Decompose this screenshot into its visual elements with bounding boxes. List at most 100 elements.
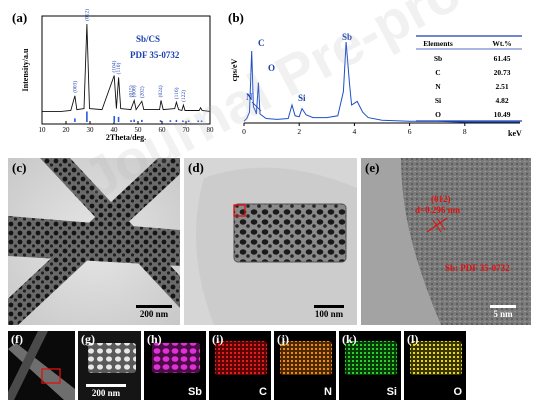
eds-map-sb [144, 331, 206, 400]
xrd-peak-label: (202) [138, 86, 145, 98]
tem-image-tube [184, 158, 357, 325]
panel-f-selection-box [41, 368, 61, 384]
eds-x-tick-label: 6 [408, 127, 412, 136]
panel-e-scalebar: 5 nm [483, 305, 523, 319]
panel-j-element: N [324, 386, 332, 398]
panel-i-map-c: (i) C [209, 331, 271, 400]
eds-map-si [339, 331, 401, 400]
panel-e-hrtem: (e) (012) d=0.296 nm Sb: PDF 35-0732 5 n… [361, 158, 531, 325]
eds-x-tick-label: 2 [297, 127, 301, 136]
panel-i-element: C [259, 386, 267, 398]
xrd-peak-label: (122) [180, 90, 187, 102]
panel-a-xrd: (a) 10 20 30 40 50 60 70 80 (003) (012) (104) (110… [8, 8, 218, 143]
panel-e-scale-text: 5 nm [493, 309, 513, 319]
xrd-x-tick-label: 70 [183, 126, 191, 134]
eds-peak-label-sb: Sb [342, 32, 352, 42]
panel-k-element: Si [386, 386, 397, 398]
svg-text:2.51: 2.51 [495, 82, 508, 91]
haadf-tube-image [78, 331, 141, 400]
lattice-plane-label: (012) [431, 194, 451, 204]
xrd-x-tick-label: 80 [207, 126, 215, 134]
xrd-x-tick-label: 30 [87, 126, 95, 134]
panel-c-scale-text: 200 nm [139, 309, 169, 319]
eds-arrow-n [251, 101, 262, 112]
panel-k-label: (k) [342, 332, 357, 346]
eds-x-unit: keV [508, 129, 522, 138]
haadf-overview-image [8, 331, 75, 400]
eds-peak-label-n: N [246, 92, 253, 102]
eds-map-o [404, 331, 466, 400]
xrd-peak-label: (012) [83, 9, 90, 21]
svg-text:C: C [435, 68, 440, 77]
panel-c-tem: (c) 200 nm [8, 158, 180, 325]
eds-chart: (b) 0 2 4 6 8 keV cps/eV C O N Si Sb Element… [228, 10, 522, 138]
eds-peak-label-o: O [268, 63, 275, 73]
lattice-marker-line [426, 217, 448, 233]
xrd-peak-label: (015) [128, 85, 135, 97]
eds-x-tick-label: 8 [463, 127, 467, 136]
panel-d-scale-text: 100 nm [314, 309, 344, 319]
panel-e-label: (e) [365, 160, 380, 175]
xrd-peak-label: (003) [71, 81, 78, 93]
eds-table-header-elements: Elements [423, 39, 453, 48]
svg-text:O: O [435, 110, 441, 119]
xrd-x-tick-label: 60 [159, 126, 167, 134]
eds-x-tick-label: 0 [242, 127, 246, 136]
panel-l-element: O [453, 386, 462, 398]
xrd-chart: (a) 10 20 30 40 50 60 70 80 (003) (012) (104)(110… [12, 9, 215, 142]
xrd-peak-label: (024) [157, 85, 164, 97]
svg-text:Sb: Sb [434, 54, 442, 63]
svg-text:4.82: 4.82 [495, 96, 508, 105]
xrd-y-axis-label: Intensity/a.u [21, 48, 30, 91]
panel-h-map-sb: (h) Sb [144, 331, 206, 400]
eds-y-axis-label: cps/eV [230, 58, 239, 81]
panel-i-label: (i) [212, 332, 224, 346]
hrtem-image [361, 158, 531, 325]
svg-text:N: N [435, 82, 441, 91]
svg-text:Si: Si [435, 96, 441, 105]
panel-l-map-o: (l) O [404, 331, 466, 400]
panel-j-label: (j) [277, 332, 289, 346]
xrd-x-tick-label: 40 [111, 126, 119, 134]
xrd-peak-label: (110) [115, 62, 122, 74]
xrd-x-tick-label: 20 [63, 126, 71, 134]
panel-f-overview: (f) [8, 331, 75, 400]
eds-x-tick-label: 4 [353, 127, 357, 136]
panel-l-label: (l) [407, 332, 419, 346]
panel-b-label: (b) [228, 10, 244, 25]
panel-k-map-si: (k) Si [339, 331, 401, 400]
xrd-pattern-line [42, 23, 211, 112]
panel-c-scalebar: 200 nm [134, 305, 174, 319]
eds-table-header-wt: Wt.% [492, 39, 511, 48]
xrd-peak-label: (116) [173, 87, 180, 99]
panel-h-element: Sb [187, 386, 202, 398]
panel-d-scalebar: 100 nm [309, 305, 349, 319]
panel-g-haadf: (g) 200 nm [78, 331, 141, 400]
xrd-peak-label: (006) [131, 85, 138, 97]
tem-image-cross [8, 158, 180, 325]
panel-h-label: (h) [147, 332, 162, 346]
svg-text:61.45: 61.45 [494, 54, 511, 63]
eds-map-n [274, 331, 336, 400]
panel-g-scale-text: 200 nm [91, 388, 121, 398]
panel-d-label: (d) [188, 160, 204, 175]
panel-d-selection-box [233, 204, 246, 217]
panel-g-scalebar: 200 nm [84, 384, 128, 398]
xrd-x-tick-label: 10 [39, 126, 47, 134]
xrd-plot-frame [41, 15, 211, 125]
panel-a-label: (a) [12, 10, 27, 25]
pdf-reference-label: Sb: PDF 35-0732 [445, 263, 510, 273]
xrd-legend-ref: PDF 35-0732 [130, 50, 180, 60]
svg-text:10.49: 10.49 [494, 110, 511, 119]
panel-g-label: (g) [81, 332, 95, 346]
xrd-peak-label: (104) [111, 60, 118, 72]
eds-peak-label-si: Si [298, 93, 306, 103]
table-row: Si 4.82 [435, 96, 509, 105]
svg-text:20.73: 20.73 [494, 68, 511, 77]
xrd-x-tick-label: 50 [135, 126, 143, 134]
table-row: O 10.49 [435, 110, 511, 119]
panel-b-eds: (b) 0 2 4 6 8 keV cps/eV C O N Si Sb Element… [226, 8, 532, 143]
panel-f-label: (f) [11, 332, 23, 346]
xrd-legend-sample: Sb/CS [136, 34, 160, 44]
table-row: Sb 61.45 [434, 54, 511, 63]
